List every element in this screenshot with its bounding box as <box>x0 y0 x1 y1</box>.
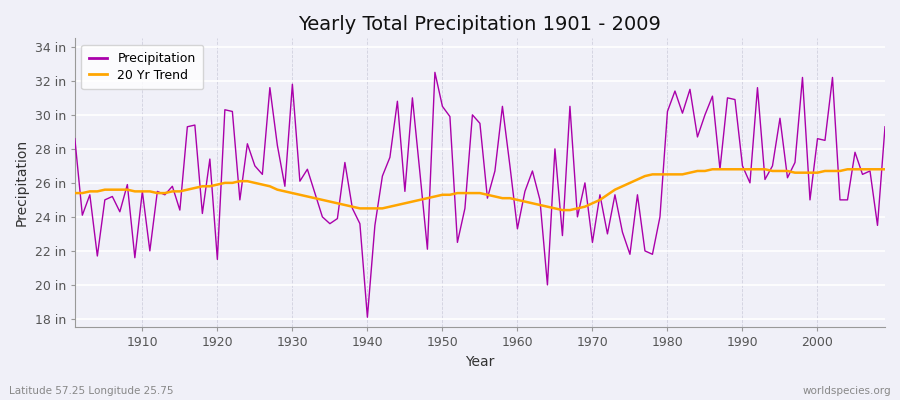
Title: Yearly Total Precipitation 1901 - 2009: Yearly Total Precipitation 1901 - 2009 <box>299 15 662 34</box>
Precipitation <box>519 189 530 194</box>
Line: 20 Yr Trend: 20 Yr Trend <box>75 169 885 210</box>
20 Yr Trend <box>294 192 305 197</box>
20 Yr Trend <box>512 198 523 202</box>
Text: worldspecies.org: worldspecies.org <box>803 386 891 396</box>
Precipitation <box>879 124 890 129</box>
Precipitation <box>527 168 538 173</box>
Precipitation <box>617 230 628 234</box>
20 Yr Trend <box>130 189 140 194</box>
20 Yr Trend <box>707 167 718 172</box>
X-axis label: Year: Year <box>465 355 495 369</box>
20 Yr Trend <box>609 187 620 192</box>
20 Yr Trend <box>69 191 80 196</box>
20 Yr Trend <box>879 167 890 172</box>
Precipitation <box>362 315 373 320</box>
Precipitation <box>294 179 305 184</box>
Precipitation <box>69 136 80 141</box>
Text: Latitude 57.25 Longitude 25.75: Latitude 57.25 Longitude 25.75 <box>9 386 174 396</box>
20 Yr Trend <box>557 208 568 212</box>
Precipitation <box>130 255 140 260</box>
20 Yr Trend <box>505 196 516 200</box>
Line: Precipitation: Precipitation <box>75 72 885 317</box>
Y-axis label: Precipitation: Precipitation <box>15 139 29 226</box>
Precipitation <box>339 160 350 165</box>
Legend: Precipitation, 20 Yr Trend: Precipitation, 20 Yr Trend <box>81 44 203 89</box>
20 Yr Trend <box>339 202 350 207</box>
Precipitation <box>429 70 440 75</box>
